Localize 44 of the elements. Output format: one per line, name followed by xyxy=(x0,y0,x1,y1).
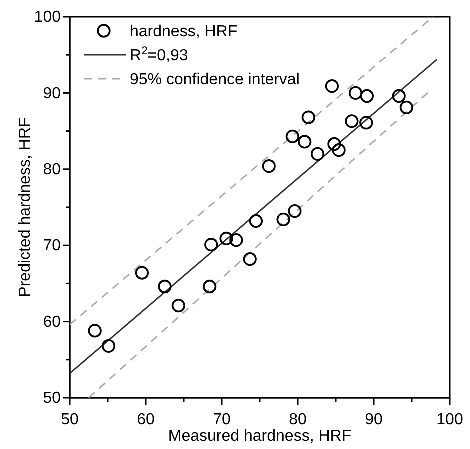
x-tick-label: 60 xyxy=(137,412,155,429)
legend-label: 95% confidence interval xyxy=(130,72,300,89)
x-tick-label: 50 xyxy=(61,412,79,429)
point xyxy=(243,252,257,266)
point xyxy=(328,137,342,152)
x-axis-title: Measured hardness, HRF xyxy=(168,428,352,445)
y-tick-label: 90 xyxy=(43,85,62,102)
point xyxy=(310,147,325,161)
point xyxy=(220,232,234,246)
y-tick-label: 60 xyxy=(43,314,62,331)
point xyxy=(204,238,218,252)
point xyxy=(203,280,217,294)
point xyxy=(88,324,102,338)
x-tick-label: 90 xyxy=(365,412,383,429)
point xyxy=(360,116,374,130)
point xyxy=(348,86,363,100)
point xyxy=(345,114,359,128)
point xyxy=(135,266,150,280)
point xyxy=(172,298,186,313)
point xyxy=(249,214,264,228)
point xyxy=(158,280,172,294)
point xyxy=(288,204,302,218)
y-tick-label: 70 xyxy=(43,238,62,255)
point xyxy=(332,144,346,158)
legend-label: hardness, HRF xyxy=(130,24,238,41)
y-tick-label: 100 xyxy=(34,9,62,26)
point xyxy=(102,339,116,353)
point xyxy=(400,100,414,114)
point xyxy=(230,233,244,248)
point xyxy=(325,80,340,94)
point xyxy=(360,89,374,104)
point xyxy=(286,130,300,144)
x-tick-label: 80 xyxy=(289,412,307,429)
x-tick-label: 70 xyxy=(213,412,231,429)
y-tick-label: 80 xyxy=(43,162,62,179)
point xyxy=(298,135,312,149)
x-tick-label: 100 xyxy=(436,412,464,429)
point xyxy=(392,89,406,104)
y-tick-label: 50 xyxy=(43,390,62,408)
point xyxy=(302,110,316,124)
point xyxy=(262,160,276,174)
point xyxy=(276,212,290,226)
y-axis-title: Predicted hardness, HRF xyxy=(17,117,34,298)
legend-label: R$^{2}$=0,93 xyxy=(130,46,188,65)
